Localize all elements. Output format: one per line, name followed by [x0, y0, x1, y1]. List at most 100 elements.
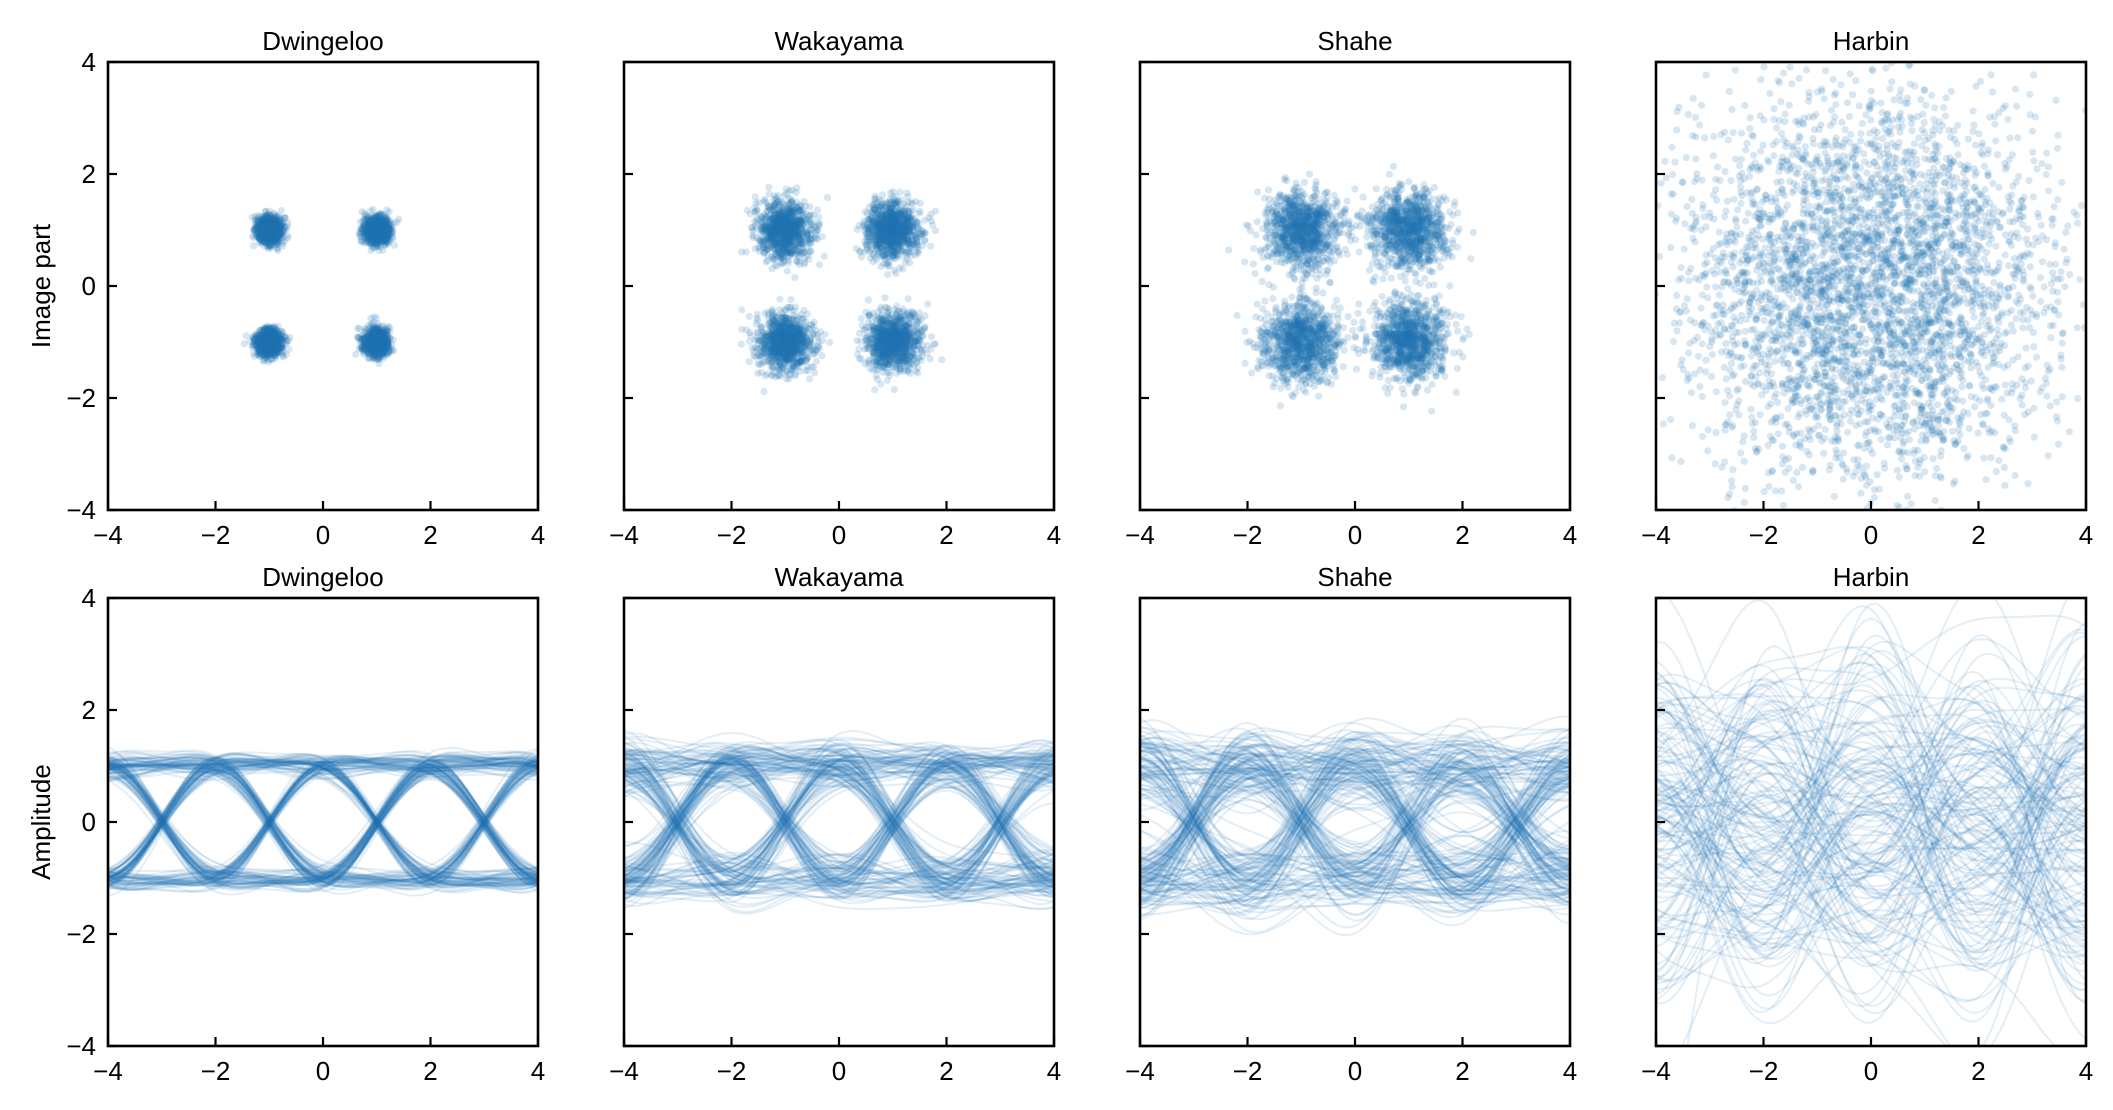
data-point [265, 233, 273, 241]
data-point [369, 333, 377, 341]
data-point [275, 345, 283, 353]
data-point [270, 334, 278, 343]
data-point [373, 222, 381, 230]
data-point [271, 338, 279, 346]
data-point [269, 231, 277, 239]
data-point [374, 225, 382, 233]
data-point [369, 206, 377, 214]
data-point [272, 346, 280, 355]
data-point [369, 343, 377, 351]
data-point [273, 224, 281, 233]
data-point [371, 233, 379, 242]
data-point [277, 223, 285, 231]
data-point [382, 220, 391, 228]
data-point [363, 233, 371, 241]
data-point [258, 335, 267, 343]
data-point [373, 337, 381, 345]
data-point [360, 216, 368, 224]
data-point [381, 217, 389, 225]
data-point [373, 343, 381, 351]
data-point [372, 227, 380, 235]
data-point [366, 227, 374, 236]
data-point [375, 328, 383, 336]
data-point [275, 228, 283, 236]
data-point [374, 333, 382, 341]
data-point [267, 340, 275, 348]
data-point [270, 215, 278, 223]
data-point [364, 340, 372, 348]
data-point [372, 229, 380, 237]
data-point [262, 227, 270, 235]
data-point [277, 343, 285, 351]
data-point [259, 220, 267, 228]
data-point [379, 236, 387, 244]
data-point [367, 227, 375, 235]
x-tick-label: −2 [201, 520, 231, 550]
data-point [382, 325, 390, 333]
data-point [272, 217, 280, 225]
data-point [265, 218, 273, 226]
data-point [268, 228, 276, 236]
data-point [369, 224, 377, 232]
data-point [370, 325, 378, 333]
data-point [377, 232, 385, 240]
data-point [369, 226, 377, 234]
data-point [264, 340, 272, 348]
data-point [269, 338, 277, 346]
data-point [261, 230, 269, 238]
data-point [378, 224, 386, 232]
data-point [263, 219, 271, 227]
data-point [255, 213, 264, 221]
data-point [263, 223, 271, 231]
data-point [261, 344, 269, 352]
data-point [250, 226, 258, 235]
data-point [380, 229, 388, 237]
data-point [269, 230, 278, 238]
data-point [376, 336, 384, 344]
data-point [386, 225, 394, 233]
data-point [268, 338, 276, 346]
data-point [269, 231, 277, 240]
data-point [365, 346, 373, 354]
data-point [268, 334, 276, 342]
data-point [273, 244, 281, 252]
data-point [367, 335, 375, 344]
data-point [361, 230, 369, 238]
data-point [361, 343, 369, 351]
data-point [375, 229, 383, 237]
data-point [369, 327, 378, 335]
data-point [364, 337, 372, 345]
data-point [368, 329, 376, 337]
data-point [269, 339, 277, 347]
data-point [359, 347, 367, 355]
data-point [363, 224, 371, 232]
data-point [366, 216, 374, 225]
data-point [376, 339, 384, 347]
data-point [366, 339, 374, 347]
data-point [381, 342, 389, 350]
data-point [272, 349, 280, 357]
data-point [371, 234, 379, 242]
data-point [268, 229, 276, 237]
data-point [252, 216, 260, 224]
data-point [365, 340, 373, 348]
data-point [254, 332, 262, 340]
data-point [376, 229, 384, 237]
data-point [259, 331, 267, 339]
data-point [257, 337, 265, 345]
data-point [269, 330, 277, 338]
data-point [357, 344, 365, 352]
data-point [368, 226, 376, 235]
data-point [371, 339, 379, 347]
data-point [263, 336, 271, 344]
data-point [263, 338, 271, 346]
data-point [262, 223, 270, 231]
data-point [377, 336, 385, 344]
data-point [267, 237, 275, 245]
data-point [268, 331, 276, 340]
data-point [367, 234, 375, 242]
data-point [272, 335, 280, 343]
data-point [279, 352, 287, 360]
data-point [364, 344, 372, 352]
data-point [361, 222, 369, 230]
